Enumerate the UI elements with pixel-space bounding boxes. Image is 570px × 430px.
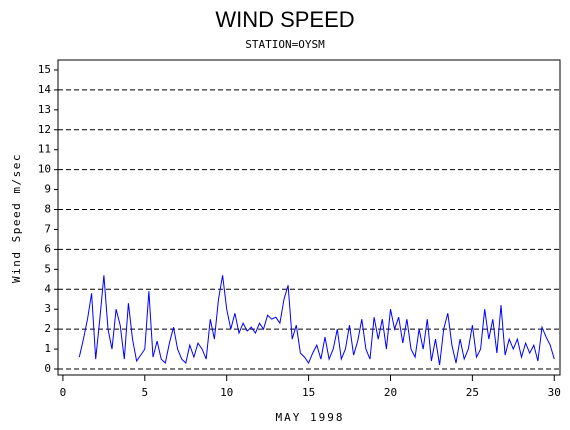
x-axis-label: MAY 1998 — [276, 411, 345, 424]
y-tick-label: 3 — [44, 302, 51, 315]
y-tick-label: 14 — [38, 83, 52, 96]
y-tick-label: 13 — [38, 103, 51, 116]
y-tick-label: 12 — [38, 123, 51, 136]
y-tick-label: 8 — [44, 203, 51, 216]
y-tick-label: 0 — [44, 362, 51, 375]
x-tick-label: 0 — [60, 386, 67, 399]
x-tick-label: 5 — [141, 386, 148, 399]
line-series — [78, 275, 555, 366]
y-tick-label: 15 — [38, 63, 51, 76]
y-tick-label: 11 — [38, 143, 51, 156]
chart-subtitle: STATION=OYSM — [245, 38, 325, 51]
y-tick-label: 4 — [44, 282, 51, 295]
y-axis-label: Wind Speed m/sec — [10, 153, 23, 283]
chart-title: WIND SPEED — [215, 7, 354, 32]
y-tick-label: 10 — [38, 163, 51, 176]
y-tick-label: 7 — [44, 222, 51, 235]
x-tick-label: 30 — [548, 386, 561, 399]
y-tick-label: 1 — [44, 342, 51, 355]
x-tick-label: 10 — [220, 386, 233, 399]
y-tick-label: 9 — [44, 183, 51, 196]
y-tick-label: 6 — [44, 242, 51, 255]
plot-frame — [57, 59, 561, 376]
y-tick-label: 5 — [44, 262, 51, 275]
x-tick-label: 15 — [302, 386, 315, 399]
x-tick-label: 25 — [466, 386, 479, 399]
y-tick-label: 2 — [44, 322, 51, 335]
x-tick-label: 20 — [384, 386, 397, 399]
